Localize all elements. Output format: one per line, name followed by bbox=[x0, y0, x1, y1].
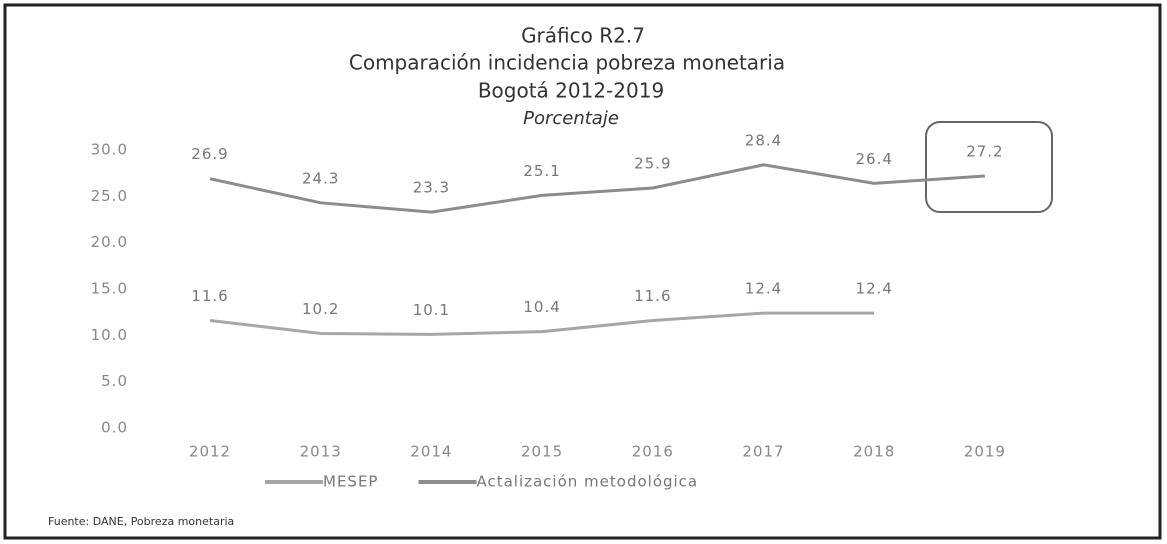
data-label: 10.1 bbox=[413, 301, 450, 319]
y-tick-label: 0.0 bbox=[101, 419, 128, 437]
x-tick-label: 2013 bbox=[300, 443, 342, 461]
y-tick-label: 25.0 bbox=[91, 187, 128, 205]
legend-label: MESEP bbox=[323, 473, 378, 491]
series-line bbox=[209, 311, 875, 336]
y-tick-label: 10.0 bbox=[91, 326, 128, 344]
data-label: 11.6 bbox=[191, 287, 228, 305]
data-label: 11.6 bbox=[634, 287, 671, 305]
data-label: 26.9 bbox=[191, 145, 228, 163]
source: Fuente: DANE, Pobreza monetaria bbox=[48, 515, 234, 528]
data-label: 25.9 bbox=[634, 154, 671, 172]
y-tick-label: 30.0 bbox=[91, 141, 128, 159]
chart-subtitle: Bogotá 2012-2019 bbox=[478, 79, 664, 103]
x-tick-label: 2019 bbox=[964, 443, 1006, 461]
data-label: 12.4 bbox=[855, 280, 892, 298]
data-label: 25.1 bbox=[523, 162, 560, 180]
y-tick-label: 20.0 bbox=[91, 233, 128, 251]
data-label: 28.4 bbox=[745, 131, 782, 149]
x-tick-label: 2018 bbox=[853, 443, 895, 461]
x-tick-label: 2016 bbox=[632, 443, 674, 461]
legend-label: Actalización metodológica bbox=[476, 473, 698, 491]
data-label: 10.2 bbox=[302, 300, 339, 318]
y-tick-label: 15.0 bbox=[91, 280, 128, 298]
x-tick-label: 2017 bbox=[742, 443, 784, 461]
y-tick-label: 5.0 bbox=[101, 372, 128, 390]
chart-subtitle: Comparación incidencia pobreza monetaria bbox=[349, 51, 785, 75]
frame bbox=[3, 3, 1162, 540]
highlight-box bbox=[925, 121, 1053, 213]
data-label: 23.3 bbox=[413, 179, 450, 197]
data-label: 27.2 bbox=[966, 142, 1003, 160]
x-tick-label: 2012 bbox=[189, 443, 231, 461]
data-label: 10.4 bbox=[523, 298, 560, 316]
data-label: 12.4 bbox=[745, 280, 782, 298]
unit-label: Porcentaje bbox=[523, 108, 619, 129]
x-tick-label: 2014 bbox=[410, 443, 452, 461]
chart-title: Gráfico R2.7 bbox=[521, 24, 645, 48]
data-label: 24.3 bbox=[302, 169, 339, 187]
data-label: 26.4 bbox=[855, 150, 892, 168]
x-tick-label: 2015 bbox=[521, 443, 563, 461]
series-line bbox=[209, 163, 986, 214]
